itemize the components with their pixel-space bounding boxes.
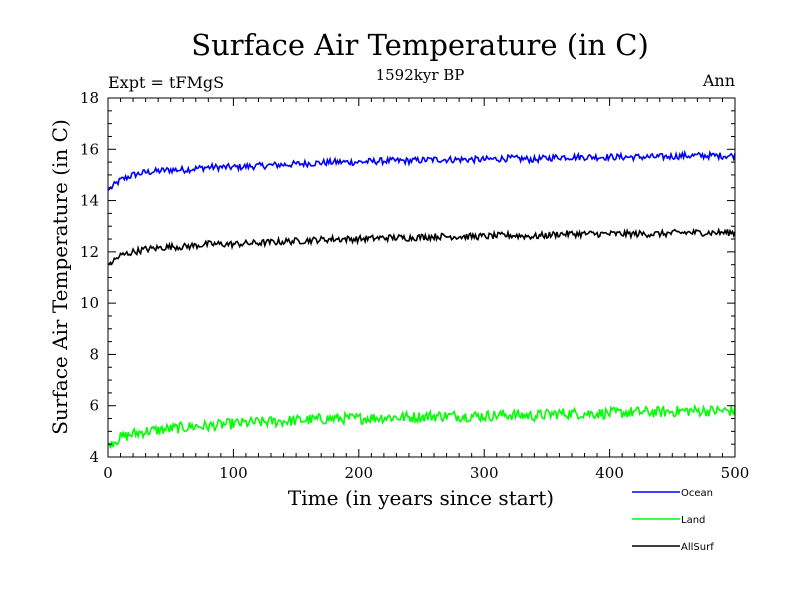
y-tick-label: 10	[80, 294, 99, 312]
legend: Ocean Land AllSurf	[632, 488, 714, 553]
x-tick-label: 0	[103, 464, 113, 482]
legend-label-allsurf: AllSurf	[681, 542, 714, 553]
plot-area: 0 100 200 300 400 500 4 6 8 10 12 14 16 18	[80, 89, 749, 482]
series-line-allsurf	[107, 227, 736, 266]
y-axis-label: Surface Air Temperature (in C)	[48, 119, 72, 435]
x-tick-label: 400	[595, 464, 624, 482]
y-tick-label: 18	[80, 89, 99, 107]
x-tick-label: 300	[470, 464, 499, 482]
x-tick-label: 100	[219, 464, 248, 482]
series-line-ocean	[107, 149, 736, 191]
legend-label-land: Land	[681, 515, 705, 526]
season-label: Ann	[702, 71, 735, 90]
y-tick-label: 12	[80, 243, 99, 261]
x-tick-label: 500	[721, 464, 750, 482]
x-axis-label: Time (in years since start)	[288, 486, 554, 510]
legend-label-ocean: Ocean	[681, 488, 713, 499]
series-line-land	[107, 403, 736, 449]
y-tick-label: 14	[80, 192, 99, 210]
experiment-label: Expt = tFMgS	[108, 73, 224, 92]
y-tick-label: 4	[89, 448, 99, 466]
y-tick-label: 8	[89, 345, 99, 363]
x-tick-label: 200	[344, 464, 373, 482]
chart-title: Surface Air Temperature (in C)	[191, 28, 649, 62]
chart-subtitle: 1592kyr BP	[376, 66, 465, 84]
y-tick-label: 6	[89, 397, 99, 415]
y-tick-label: 16	[80, 140, 99, 158]
